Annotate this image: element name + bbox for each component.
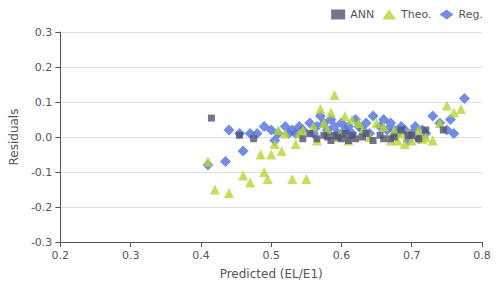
svg-text:ANN: ANN [350, 8, 374, 21]
svg-text:0.6: 0.6 [333, 249, 351, 262]
svg-text:0.7: 0.7 [403, 249, 421, 262]
svg-text:Reg.: Reg. [459, 8, 483, 21]
svg-text:0.0: 0.0 [35, 131, 53, 144]
svg-text:-0.3: -0.3 [31, 236, 52, 249]
svg-text:Residuals: Residuals [7, 109, 21, 166]
svg-text:0.2: 0.2 [35, 61, 53, 74]
svg-text:Predicted (EL/E1): Predicted (EL/E1) [220, 267, 323, 281]
svg-text:0.4: 0.4 [192, 249, 210, 262]
svg-text:Theo.: Theo. [400, 8, 432, 21]
svg-text:0.5: 0.5 [262, 249, 280, 262]
svg-text:0.2: 0.2 [52, 249, 70, 262]
svg-text:0.1: 0.1 [35, 96, 53, 109]
svg-text:0.3: 0.3 [122, 249, 140, 262]
svg-text:-0.2: -0.2 [31, 201, 52, 214]
svg-text:0.3: 0.3 [35, 26, 53, 39]
svg-text:0.8: 0.8 [473, 249, 491, 262]
svg-text:-0.1: -0.1 [31, 166, 52, 179]
